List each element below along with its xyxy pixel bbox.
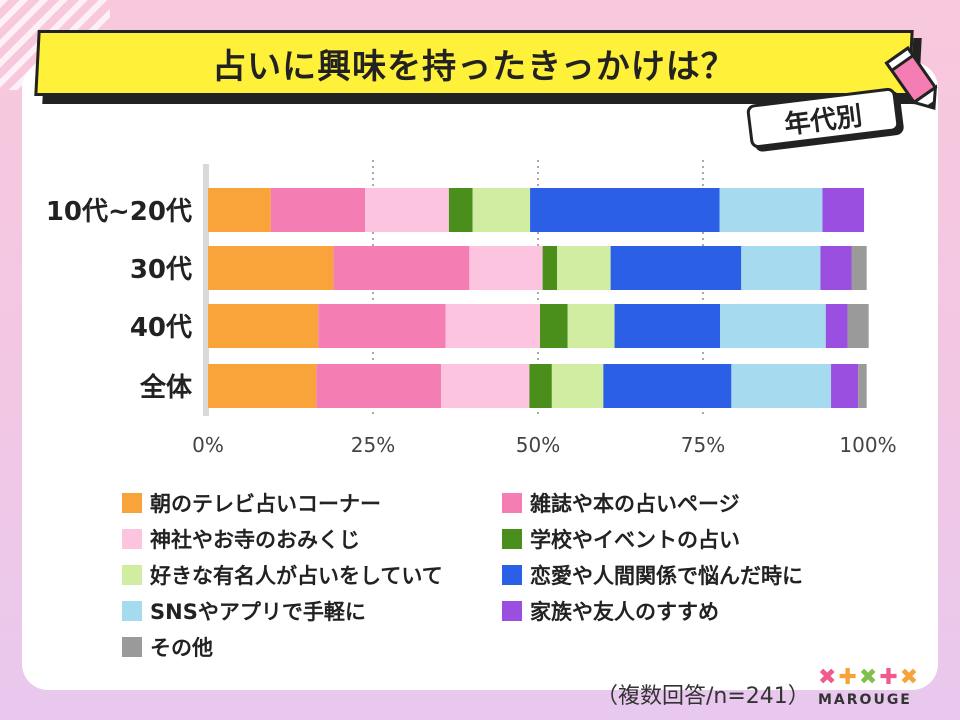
legend-label: 家族や友人のすすめ (530, 600, 719, 624)
legend-label: 神社やお寺のおみくじ (150, 528, 360, 552)
legend-swatch (122, 637, 142, 657)
x-tick-label: 50% (516, 433, 560, 457)
chart-title: 占いに興味を持ったきっかけは？ (212, 46, 736, 87)
legend-label: 朝のテレビ占いコーナー (150, 492, 381, 516)
bar-segment (529, 364, 552, 408)
legend-label: その他 (150, 636, 213, 660)
x-tick-label: 0% (192, 433, 224, 457)
logo-mark-icon: ✖ (858, 665, 878, 690)
logo-mark-icon: ✖ (899, 665, 919, 690)
category-label: 全体 (139, 372, 193, 403)
sample-note: （複数回答/n=241） (596, 684, 810, 709)
legend-item: 家族や友人のすすめ (502, 598, 882, 624)
legend-label: 好きな有名人が占いをしていて (150, 564, 443, 588)
bar-segment (603, 364, 732, 408)
bar-segment (530, 188, 720, 232)
bar-segment (318, 304, 446, 348)
pencil-icon (884, 46, 938, 110)
brand-logo: ✖ ✚ ✖ ✚ ✖ MAROUGE (818, 666, 938, 714)
bar-segment (208, 364, 317, 408)
bar-segment (822, 188, 865, 232)
bar-segment (208, 188, 271, 232)
bar-segment (614, 304, 721, 348)
legend-item: 朝のテレビ占いコーナー (122, 490, 502, 516)
x-tick-label: 75% (681, 433, 725, 457)
bar-segment (741, 246, 821, 290)
bar-segment (208, 304, 319, 348)
bar-segment (469, 246, 543, 290)
legend-swatch (122, 529, 142, 549)
bar-segment (610, 246, 742, 290)
legend-label: SNSやアプリで手軽に (150, 600, 366, 624)
bar-segment (551, 364, 604, 408)
bar-segment (440, 364, 530, 408)
legend-swatch (122, 493, 142, 513)
legend-swatch (122, 565, 142, 585)
legend-swatch (122, 601, 142, 621)
legend-label: 恋愛や人間関係で悩んだ時に (530, 564, 803, 588)
bar-segment (208, 246, 334, 290)
legend-item: 雑誌や本の占いページ (502, 490, 882, 516)
bar-segment (557, 246, 611, 290)
bar-segment (719, 188, 823, 232)
legend-item: 好きな有名人が占いをしていて (122, 562, 502, 588)
logo-mark-icon: ✖ (818, 665, 837, 690)
chart-legend: 朝のテレビ占いコーナー 雑誌や本の占いページ神社やお寺のおみくじ 学校やイベントの占… (122, 490, 882, 660)
bar-segment (731, 364, 832, 408)
bar-segment (448, 188, 473, 232)
bar-segment (445, 304, 540, 348)
bar-segment (542, 246, 558, 290)
x-tick-label: 25% (351, 433, 395, 457)
bar-segment (472, 188, 531, 232)
bar-segment (365, 188, 449, 232)
legend-item: SNSやアプリで手軽に (122, 598, 502, 624)
legend-item: その他 (122, 634, 502, 660)
legend-item: 恋愛や人間関係で悩んだ時に (502, 562, 882, 588)
bar-segment (820, 246, 852, 290)
legend-swatch (502, 601, 522, 621)
legend-item: 学校やイベントの占い (502, 526, 882, 552)
bar-segment (720, 304, 826, 348)
bar-segment (270, 188, 366, 232)
bar-segment (825, 304, 848, 348)
bar-segment (847, 304, 869, 348)
legend-label: 学校やイベントの占い (530, 528, 740, 552)
category-label: 40代 (130, 313, 192, 343)
logo-marks: ✖ ✚ ✖ ✚ ✖ (818, 666, 938, 690)
category-label: 10代~20代 (46, 197, 192, 227)
legend-swatch (502, 565, 522, 585)
bar-segment (539, 304, 568, 348)
bar-segment (851, 246, 867, 290)
legend-swatch (502, 493, 522, 513)
legend-swatch (502, 529, 522, 549)
legend-item: 神社やお寺のおみくじ (122, 526, 502, 552)
legend-label: 雑誌や本の占いページ (530, 492, 740, 516)
category-label: 30代 (130, 255, 192, 285)
logo-mark-icon: ✚ (879, 665, 898, 690)
logo-mark-icon: ✚ (838, 665, 857, 690)
x-tick-label: 100% (839, 433, 896, 457)
bar-segment (831, 364, 859, 408)
bar-segment (567, 304, 615, 348)
bar-segment (316, 364, 441, 408)
bar-segment (858, 364, 867, 408)
bar-segment (333, 246, 470, 290)
logo-text: MAROUGE (818, 692, 912, 708)
